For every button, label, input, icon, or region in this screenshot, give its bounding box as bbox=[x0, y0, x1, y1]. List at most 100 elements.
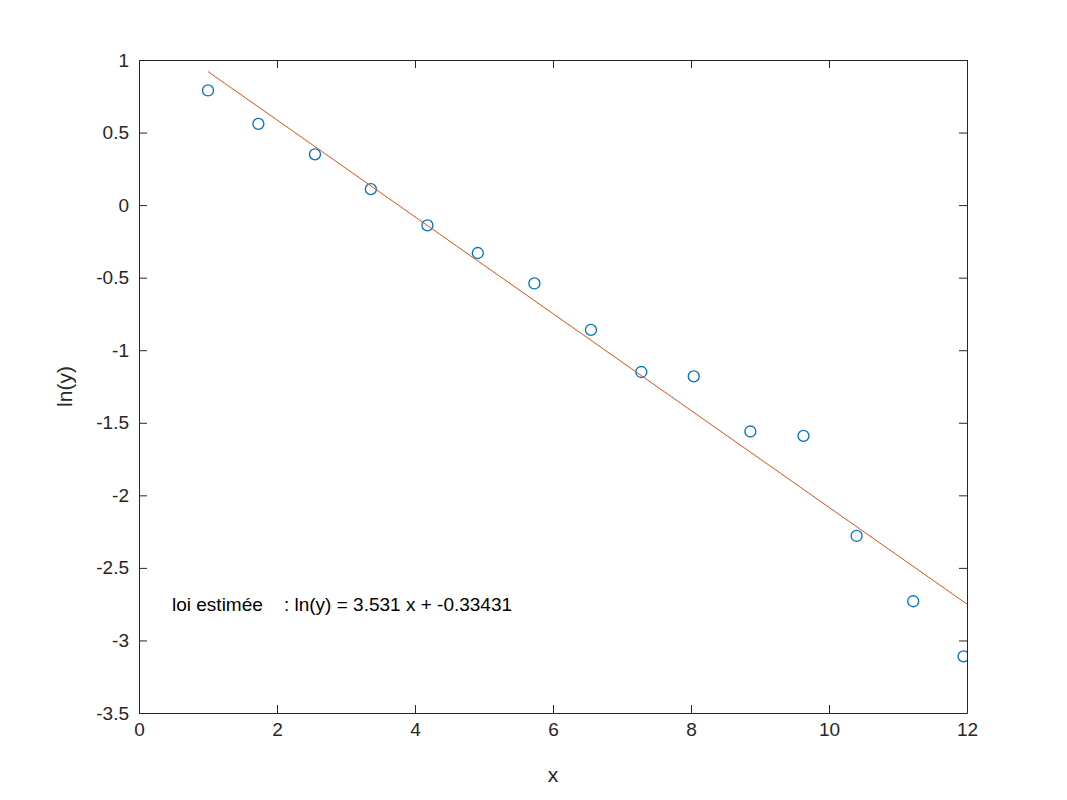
point bbox=[908, 596, 919, 607]
tick-mark bbox=[691, 705, 692, 713]
x-axis-title: x bbox=[548, 763, 559, 786]
tick-mark bbox=[415, 705, 416, 713]
tick: -1.5 bbox=[96, 412, 147, 433]
point bbox=[798, 430, 809, 441]
tick-mark bbox=[139, 568, 147, 569]
tick-mark bbox=[691, 60, 692, 68]
tick-label: 8 bbox=[686, 719, 697, 740]
tick-mark bbox=[959, 60, 967, 61]
tick-label: 0.5 bbox=[103, 122, 129, 143]
tick: 1 bbox=[118, 50, 147, 71]
tick bbox=[415, 60, 416, 68]
point bbox=[529, 278, 540, 289]
tick-mark bbox=[415, 60, 416, 68]
tick bbox=[959, 423, 967, 424]
tick-mark bbox=[277, 705, 278, 713]
tick-mark bbox=[959, 133, 967, 134]
tick-mark bbox=[139, 495, 147, 496]
tick bbox=[277, 60, 278, 68]
tick-label: 12 bbox=[957, 719, 978, 740]
tick bbox=[959, 640, 967, 641]
tick-label: 4 bbox=[410, 719, 421, 740]
tick bbox=[959, 133, 967, 134]
tick bbox=[691, 60, 692, 68]
tick-mark bbox=[139, 350, 147, 351]
data-layer bbox=[203, 72, 968, 662]
point bbox=[585, 324, 596, 335]
tick-mark bbox=[139, 278, 147, 279]
tick-mark bbox=[959, 205, 967, 206]
y-axis-title: ln(y) bbox=[53, 366, 76, 407]
tick-mark bbox=[959, 423, 967, 424]
tick-mark bbox=[139, 133, 147, 134]
tick-mark bbox=[139, 423, 147, 424]
tick bbox=[959, 60, 967, 61]
y-axis: -3.5 -3 -2.5 -2 -1.5 -1 -0.5 0 0.5 1 bbox=[96, 50, 147, 724]
point bbox=[309, 149, 320, 160]
tick-mark bbox=[959, 713, 967, 714]
tick-label: -1 bbox=[112, 340, 129, 361]
tick: -1 bbox=[112, 340, 147, 361]
point bbox=[958, 651, 967, 662]
background bbox=[0, 0, 1067, 800]
tick-label: -0.5 bbox=[96, 267, 129, 288]
tick-label: -3.5 bbox=[96, 703, 129, 724]
axis-line bbox=[967, 61, 968, 714]
tick-label: -2 bbox=[112, 485, 129, 506]
tick-mark bbox=[959, 568, 967, 569]
tick: -2 bbox=[112, 485, 147, 506]
tick-label: 0 bbox=[118, 195, 129, 216]
axis-line bbox=[140, 713, 968, 714]
tick-mark bbox=[959, 350, 967, 351]
tick-mark bbox=[277, 60, 278, 68]
tick: 4 bbox=[410, 705, 421, 740]
point bbox=[203, 85, 214, 96]
tick-mark bbox=[829, 60, 830, 68]
tick-mark bbox=[959, 278, 967, 279]
tick-label: 6 bbox=[548, 719, 559, 740]
tick-mark bbox=[139, 713, 147, 714]
tick bbox=[959, 713, 967, 714]
tick-label: -3 bbox=[112, 630, 129, 651]
tick-label: 1 bbox=[118, 50, 129, 71]
chart: 024681012-3.5-3-2.5-2-1.5-1-0.500.51loi … bbox=[0, 0, 1067, 800]
tick bbox=[959, 495, 967, 496]
point bbox=[745, 426, 756, 437]
tick: -2.5 bbox=[96, 557, 147, 578]
x-axis-top bbox=[140, 60, 968, 68]
tick-mark bbox=[139, 205, 147, 206]
tick: 0 bbox=[118, 195, 147, 216]
point bbox=[851, 530, 862, 541]
tick bbox=[959, 568, 967, 569]
point bbox=[688, 371, 699, 382]
tick-mark bbox=[139, 60, 147, 61]
plot-area bbox=[139, 60, 967, 713]
tick: 8 bbox=[686, 705, 697, 740]
tick bbox=[553, 60, 554, 68]
tick: -3 bbox=[112, 630, 147, 651]
tick-label: -1.5 bbox=[96, 412, 129, 433]
x-axis: 0 2 4 6 8 10 12 bbox=[134, 705, 978, 740]
tick-mark bbox=[959, 640, 967, 641]
tick: 6 bbox=[548, 705, 559, 740]
tick-mark bbox=[139, 640, 147, 641]
tick-mark bbox=[553, 60, 554, 68]
fit-line bbox=[208, 72, 967, 605]
tick bbox=[959, 350, 967, 351]
tick bbox=[959, 205, 967, 206]
tick-label: -2.5 bbox=[96, 557, 129, 578]
tick-mark bbox=[553, 705, 554, 713]
point bbox=[472, 247, 483, 258]
tick: -3.5 bbox=[96, 703, 147, 724]
tick bbox=[959, 278, 967, 279]
tick: -0.5 bbox=[96, 267, 147, 288]
tick: 2 bbox=[272, 705, 283, 740]
y-axis-right bbox=[959, 61, 968, 714]
point bbox=[253, 118, 264, 129]
tick: 0.5 bbox=[103, 122, 147, 143]
tick-label: 0 bbox=[134, 719, 145, 740]
tick-label: 10 bbox=[819, 719, 840, 740]
tick bbox=[829, 60, 830, 68]
tick: 10 bbox=[819, 705, 840, 740]
tick-mark bbox=[829, 705, 830, 713]
